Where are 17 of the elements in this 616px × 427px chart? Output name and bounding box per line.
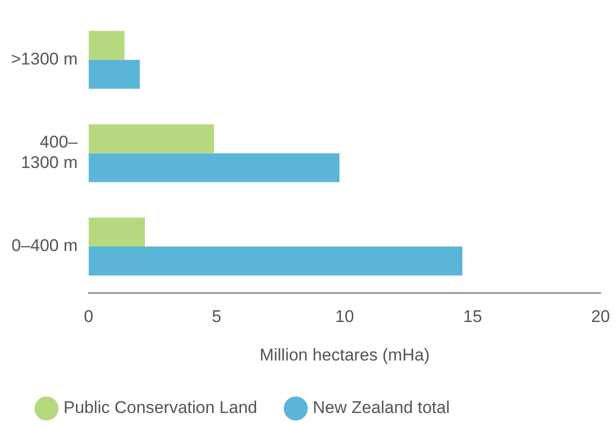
bar <box>88 60 140 89</box>
x-tick-label: 15 <box>463 307 482 326</box>
bar <box>88 246 462 276</box>
y-tick-label: >1300 m <box>10 50 78 69</box>
bar <box>88 218 145 247</box>
x-axis-title: Million hectares (mHa) <box>260 345 430 364</box>
x-tick-label: 5 <box>212 307 222 326</box>
bar <box>88 30 124 60</box>
x-tick-label: 20 <box>591 307 610 326</box>
x-tick-label: 10 <box>335 307 354 326</box>
legend-label: New Zealand total <box>312 398 450 418</box>
bar <box>88 153 340 182</box>
legend-label: Public Conservation Land <box>64 398 258 418</box>
bar <box>88 124 214 154</box>
y-tick-label: 400–1300 m <box>20 132 78 172</box>
x-tick-label: 0 <box>84 307 94 326</box>
y-tick-label: 0–400 m <box>11 236 78 256</box>
